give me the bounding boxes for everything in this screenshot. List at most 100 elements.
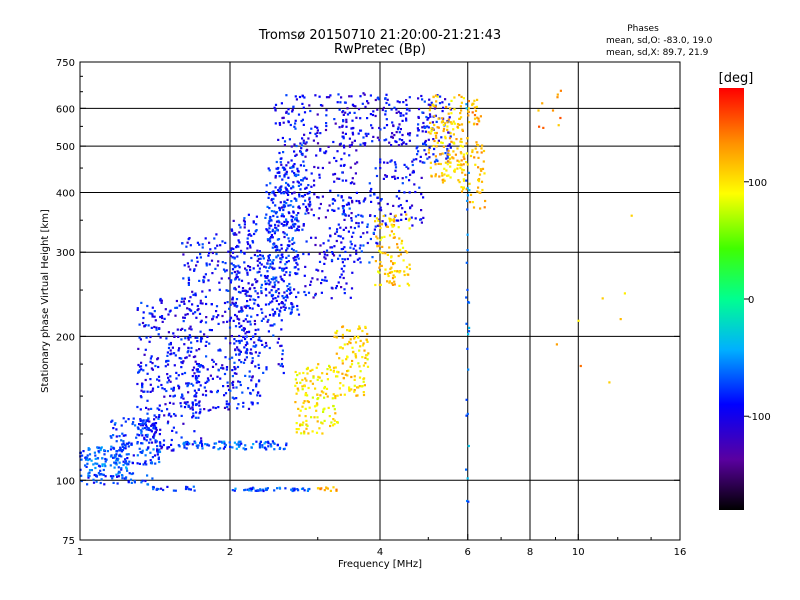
scatter-point: [92, 463, 95, 466]
scatter-point: [157, 417, 160, 420]
scatter-point: [309, 283, 312, 286]
scatter-point: [457, 179, 460, 182]
scatter-point: [288, 307, 291, 310]
scatter-point: [180, 436, 183, 439]
scatter-point: [160, 301, 163, 304]
scatter-point: [166, 485, 169, 488]
scatter-point: [157, 456, 160, 459]
scatter-point: [196, 260, 199, 263]
scatter-point: [402, 259, 405, 262]
x-tick-label: 1: [77, 547, 83, 558]
scatter-point: [345, 179, 348, 182]
scatter-point: [223, 394, 226, 397]
scatter-point: [154, 425, 157, 428]
scatter-point: [468, 201, 472, 204]
scatter-point: [317, 375, 320, 378]
scatter-point: [160, 383, 163, 387]
scatter-point: [144, 454, 147, 457]
scatter-point: [103, 463, 106, 466]
scatter-point: [300, 432, 303, 435]
scatter-point: [319, 394, 322, 397]
scatter-point: [187, 338, 190, 341]
scatter-point: [183, 297, 186, 300]
scatter-point: [285, 173, 288, 176]
scatter-point: [364, 325, 367, 328]
scatter-point: [177, 384, 180, 387]
scatter-point: [402, 101, 405, 104]
scatter-point: [458, 94, 461, 97]
scatter-point: [379, 251, 382, 254]
scatter-point: [269, 215, 272, 219]
scatter-point: [280, 163, 283, 166]
scatter-point: [159, 444, 162, 447]
scatter-point: [378, 244, 381, 248]
scatter-point: [317, 363, 320, 366]
scatter-point: [291, 489, 294, 493]
scatter-point: [423, 126, 426, 129]
scatter-point: [361, 329, 364, 333]
scatter-point: [445, 157, 448, 160]
scatter-point: [120, 424, 123, 427]
scatter-point: [186, 383, 190, 386]
scatter-point: [274, 174, 277, 178]
scatter-point: [359, 129, 362, 132]
scatter-point: [325, 387, 329, 390]
scatter-point: [160, 315, 164, 318]
scatter-point: [429, 166, 432, 169]
scatter-point: [393, 161, 397, 164]
scatter-point: [463, 179, 466, 182]
scatter-point: [314, 292, 317, 295]
x-tick-label: 6: [465, 547, 471, 558]
scatter-point: [169, 353, 172, 356]
scatter-point: [343, 393, 346, 396]
scatter-point: [395, 140, 398, 144]
scatter-point: [340, 273, 343, 276]
scatter-point: [257, 366, 261, 370]
scatter-point: [302, 177, 305, 180]
scatter-point: [194, 292, 197, 295]
scatter-point: [242, 447, 245, 450]
scatter-point: [281, 267, 284, 270]
scatter-point: [194, 375, 197, 378]
scatter-point: [405, 266, 409, 269]
scatter-point: [145, 336, 148, 339]
scatter-point: [150, 326, 153, 329]
scatter-point: [304, 285, 307, 288]
scatter-point: [113, 461, 116, 464]
scatter-point: [281, 349, 284, 352]
scatter-point: [124, 434, 127, 437]
scatter-point: [211, 251, 214, 255]
scatter-point: [209, 408, 212, 411]
scatter-point: [281, 178, 284, 181]
scatter-point: [290, 291, 293, 294]
scatter-point: [442, 123, 445, 126]
scatter-point: [393, 270, 396, 273]
scatter-point: [320, 487, 323, 490]
scatter-point: [288, 282, 291, 286]
scatter-point: [283, 166, 286, 169]
scatter-point: [420, 221, 423, 224]
scatter-point: [296, 308, 299, 311]
scatter-point: [279, 261, 282, 264]
colorbar-tick-label: 100: [748, 178, 767, 189]
scatter-point: [189, 336, 192, 339]
scatter-point: [266, 262, 269, 265]
scatter-point: [466, 187, 469, 190]
scatter-point: [378, 208, 381, 211]
scatter-point: [179, 328, 182, 331]
scatter-point: [154, 439, 157, 442]
scatter-point: [281, 213, 284, 216]
scatter-point: [280, 222, 283, 225]
scatter-point: [350, 363, 354, 366]
scatter-point: [297, 212, 300, 215]
scatter-point: [208, 328, 211, 332]
scatter-point: [398, 101, 401, 104]
scatter-point: [238, 318, 241, 321]
scatter-point: [380, 209, 383, 212]
scatter-point: [158, 404, 161, 407]
scatter-point: [255, 383, 258, 386]
scatter-point: [130, 442, 133, 445]
scatter-point: [426, 125, 429, 128]
scatter-point: [353, 226, 356, 230]
scatter-point: [105, 458, 108, 461]
